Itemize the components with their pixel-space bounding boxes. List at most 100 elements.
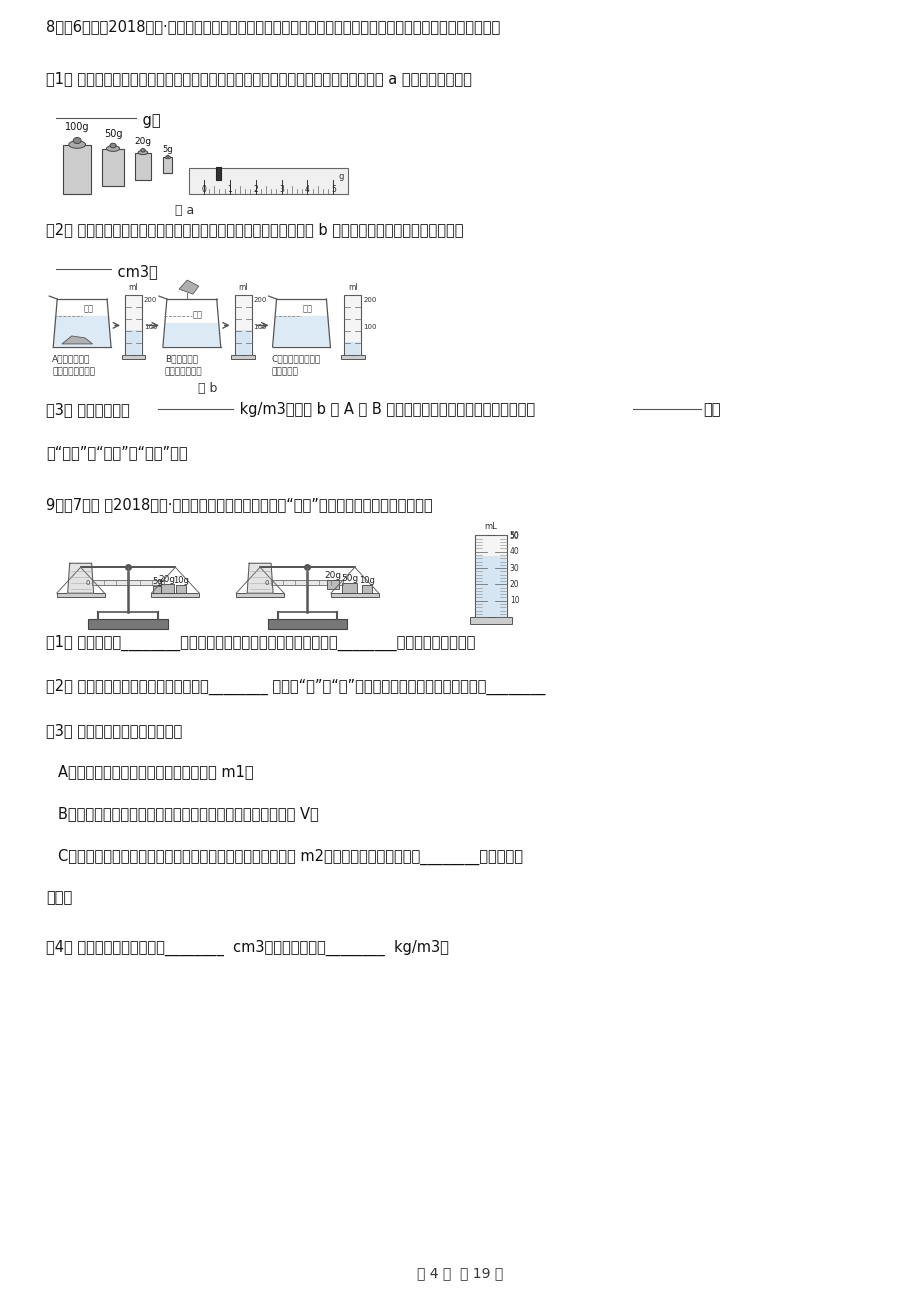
Text: 50: 50 xyxy=(509,533,519,542)
Bar xyxy=(231,355,255,359)
Text: ml: ml xyxy=(129,283,138,292)
Ellipse shape xyxy=(166,155,169,158)
Bar xyxy=(331,594,379,598)
Bar xyxy=(153,586,161,594)
Text: （2） 因矿石体积较大，放不进量筒，因此他利用了一只烧杯，按图 b 所示方法进行测量，矿石的体积是: （2） 因矿石体积较大，放不进量筒，因此他利用了一只烧杯，按图 b 所示方法进行… xyxy=(46,223,463,237)
Polygon shape xyxy=(68,564,94,594)
Bar xyxy=(152,594,199,598)
Text: 标记: 标记 xyxy=(84,305,93,314)
Text: （4） 由图可得陈醋的体积为________  cm3，陈醋的密度是________  kg/m3．: （4） 由图可得陈醋的体积为________ cm3，陈醋的密度是_______… xyxy=(46,940,448,957)
Bar xyxy=(161,585,174,594)
Text: 40: 40 xyxy=(509,547,519,556)
Text: （1） 把天平放在________，将游码移至标尺的零刻度处，然后调节________，使天平横梁平衡．: （1） 把天平放在________，将游码移至标尺的零刻度处，然后调节_____… xyxy=(46,635,475,651)
Polygon shape xyxy=(273,316,329,346)
Bar xyxy=(188,168,348,194)
Text: ml: ml xyxy=(347,283,357,292)
Text: g: g xyxy=(338,172,344,181)
Bar xyxy=(63,145,91,194)
Text: 9．（7分） （2018八下·姜堰月考）小明同学为了测量“恒顺”陈醋的密度，进行以下实验：: 9．（7分） （2018八下·姜堰月考）小明同学为了测量“恒顺”陈醋的密度，进行… xyxy=(46,497,433,513)
Text: 标记: 标记 xyxy=(302,305,312,314)
Bar xyxy=(125,296,142,355)
Text: （准备补充水）: （准备补充水） xyxy=(165,367,202,376)
Bar xyxy=(342,583,357,594)
Text: 100g: 100g xyxy=(65,122,89,132)
Text: g．: g． xyxy=(138,113,161,128)
Text: 200: 200 xyxy=(143,297,157,303)
Polygon shape xyxy=(62,336,93,344)
Text: 50: 50 xyxy=(509,531,519,540)
Text: 4: 4 xyxy=(305,185,310,194)
Text: 标记: 标记 xyxy=(193,310,203,319)
Text: C．将待测陈醋倒入烧杯中，用天平测出烧杯和陈醋的总质量 m2，以上操作的正确顺序是________（填字母序: C．将待测陈醋倒入烧杯中，用天平测出烧杯和陈醋的总质量 m2，以上操作的正确顺序… xyxy=(58,849,523,865)
Text: 10g: 10g xyxy=(173,575,189,585)
Bar xyxy=(234,296,252,355)
Text: 0: 0 xyxy=(201,185,206,194)
Bar xyxy=(361,585,371,594)
Text: 200: 200 xyxy=(363,297,376,303)
Text: 填“偏大”、“偏小”、“不变”）．: 填“偏大”、“偏小”、“不变”）． xyxy=(46,445,187,461)
Ellipse shape xyxy=(69,141,85,148)
Text: 5: 5 xyxy=(331,185,335,194)
Bar xyxy=(121,355,145,359)
Text: 杯中至标记: 杯中至标记 xyxy=(271,367,298,376)
Polygon shape xyxy=(179,280,199,294)
Text: 100: 100 xyxy=(143,324,157,329)
Text: ml: ml xyxy=(238,283,248,292)
Polygon shape xyxy=(54,316,110,346)
Text: 5g: 5g xyxy=(163,145,173,154)
Polygon shape xyxy=(247,564,273,594)
Text: 100: 100 xyxy=(254,324,267,329)
Bar xyxy=(126,329,141,355)
Text: 1: 1 xyxy=(227,185,232,194)
Ellipse shape xyxy=(110,143,116,147)
Bar xyxy=(474,535,506,617)
Bar xyxy=(135,152,151,181)
Text: 20: 20 xyxy=(509,579,519,589)
Polygon shape xyxy=(164,323,220,346)
Text: 30: 30 xyxy=(509,564,519,573)
Text: 第 4 页  共 19 页: 第 4 页 共 19 页 xyxy=(416,1266,503,1280)
Text: 0: 0 xyxy=(85,579,90,586)
Text: 50g: 50g xyxy=(104,129,122,139)
Text: 号）。: 号）。 xyxy=(46,891,73,905)
Text: 20g: 20g xyxy=(159,574,176,583)
Bar xyxy=(57,594,105,598)
Text: 100: 100 xyxy=(363,324,377,329)
Bar xyxy=(470,617,511,624)
Text: （1） 用调节好的天平测量矿石的质量．当天平平衡时，右盘中码码和游码的位置如图 a 所示，游码读数为: （1） 用调节好的天平测量矿石的质量．当天平平衡时，右盘中码码和游码的位置如图 … xyxy=(46,70,471,86)
Ellipse shape xyxy=(107,146,119,151)
Text: （3） 矿石的密度是: （3） 矿石的密度是 xyxy=(46,402,130,417)
Bar xyxy=(475,556,505,617)
Ellipse shape xyxy=(74,138,81,143)
Text: A．加水到标记: A．加水到标记 xyxy=(52,354,90,363)
Text: （2） 在测量物体质量时，应将物体放在________ （选填“左”或“右”）盘，往另一盘增减砂码时要使用________: （2） 在测量物体质量时，应将物体放在________ （选填“左”或“右”）盘… xyxy=(46,678,545,695)
Text: B．将烧杯中的一部分陈醋倒入量筒，测出这部分陈醋的体积 V；: B．将烧杯中的一部分陈醋倒入量筒，测出这部分陈醋的体积 V； xyxy=(58,806,319,822)
Ellipse shape xyxy=(138,151,148,155)
Bar xyxy=(267,618,347,629)
Text: 10g: 10g xyxy=(358,575,374,585)
Text: 5g: 5g xyxy=(152,577,163,586)
Text: 2: 2 xyxy=(253,185,257,194)
Text: 8．（6分）（2018八下·沐阳月考）小明在实验室里测量一块形状不规则、体积较大的矿石的密度，操作如下：: 8．（6分）（2018八下·沐阳月考）小明在实验室里测量一块形状不规则、体积较大… xyxy=(46,20,500,34)
Text: 20g: 20g xyxy=(324,570,341,579)
Text: kg/m3，从图 b 中 A 到 B 的操作引起的密度测量值比它的真实值: kg/m3，从图 b 中 A 到 B 的操作引起的密度测量值比它的真实值 xyxy=(234,402,534,417)
Text: B．取出矿石: B．取出矿石 xyxy=(165,354,198,363)
Text: 10: 10 xyxy=(509,596,519,605)
Bar xyxy=(345,341,360,355)
Bar xyxy=(341,355,364,359)
Text: （矿石漫没水中）: （矿石漫没水中） xyxy=(52,367,96,376)
Bar xyxy=(164,158,172,173)
Text: 图 b: 图 b xyxy=(198,381,217,395)
Ellipse shape xyxy=(165,156,170,159)
Bar xyxy=(326,581,338,590)
Text: 3: 3 xyxy=(278,185,284,194)
Bar xyxy=(88,618,167,629)
Text: （选: （选 xyxy=(702,402,720,417)
Text: mL: mL xyxy=(484,522,497,531)
Bar xyxy=(92,581,164,585)
Text: 20g: 20g xyxy=(134,137,152,146)
Bar xyxy=(176,585,187,594)
Bar xyxy=(102,148,124,186)
Text: 50g: 50g xyxy=(341,574,358,583)
Bar xyxy=(271,581,343,585)
